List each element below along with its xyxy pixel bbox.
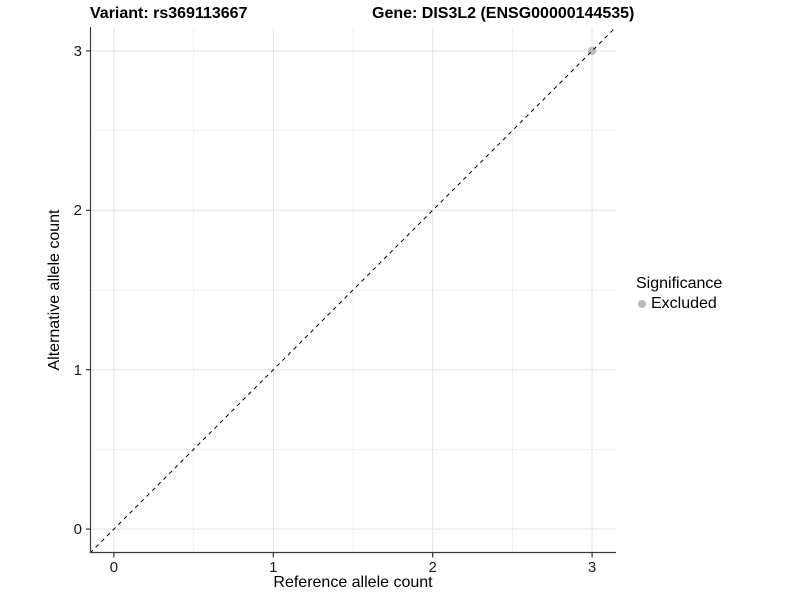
legend-item: Excluded	[636, 294, 722, 313]
x-tick-label: 1	[269, 559, 278, 576]
y-tick-label: 2	[73, 202, 82, 220]
x-tick-label: 3	[587, 559, 597, 576]
x-axis-title: Reference allele count	[273, 574, 433, 591]
y-tick-label: 0	[73, 521, 82, 539]
identity-line	[89, 26, 617, 554]
x-tick-label: 0	[109, 559, 119, 576]
x-tick-label: 2	[428, 559, 437, 576]
legend-key-dot-icon	[638, 299, 646, 308]
y-tick-label: 1	[73, 361, 82, 379]
y-tick-label: 3	[73, 42, 82, 60]
y-axis-title: Alternative allele count	[46, 209, 63, 371]
legend-title: Significance	[636, 275, 723, 292]
variant-title: Variant: rs369113667	[90, 5, 248, 22]
legend-items: Excluded	[636, 294, 722, 313]
legend-item-label: Excluded	[651, 295, 717, 312]
legend: Significance Excluded	[636, 274, 722, 313]
gene-title: Gene: DIS3L2 (ENSG00000144535)	[372, 5, 635, 22]
